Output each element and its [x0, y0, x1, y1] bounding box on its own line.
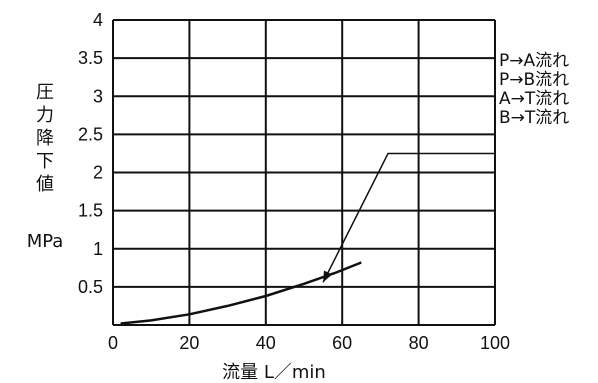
x-tick-label: 100	[480, 333, 510, 353]
y-tick-label: 4	[93, 10, 103, 30]
y-axis-label-char: 力	[36, 105, 54, 126]
y-tick-labels: 0.5 1 1.5 2 2.5 3 3.5 4	[78, 10, 103, 297]
y-axis-label-char: 圧	[36, 82, 54, 103]
y-tick-label: 3.5	[78, 48, 103, 68]
grid	[113, 20, 495, 325]
x-tick-label: 0	[108, 333, 118, 353]
y-axis-unit: MPa	[27, 231, 64, 252]
y-tick-label: 0.5	[78, 277, 103, 297]
y-axis-label-char: 下	[36, 151, 54, 172]
y-tick-label: 1	[93, 239, 103, 259]
x-axis-label: 流量 L／min	[222, 362, 326, 383]
legend-entry: P→A流れ	[499, 51, 569, 71]
legend-entry: B→T流れ	[499, 108, 569, 128]
x-tick-label: 60	[332, 333, 352, 353]
legend-entry: P→B流れ	[499, 70, 569, 90]
y-axis-label-char: 値	[36, 174, 54, 195]
x-tick-label: 80	[409, 333, 429, 353]
x-tick-labels: 0 20 40 60 80 100	[108, 333, 510, 353]
y-tick-label: 2.5	[78, 124, 103, 144]
y-tick-label: 2	[93, 163, 103, 183]
x-tick-label: 20	[179, 333, 199, 353]
y-tick-label: 3	[93, 86, 103, 106]
legend-entry: A→T流れ	[499, 89, 569, 109]
y-axis-label-char: 降	[36, 128, 54, 149]
x-tick-label: 40	[256, 333, 276, 353]
y-tick-label: 1.5	[78, 201, 103, 221]
